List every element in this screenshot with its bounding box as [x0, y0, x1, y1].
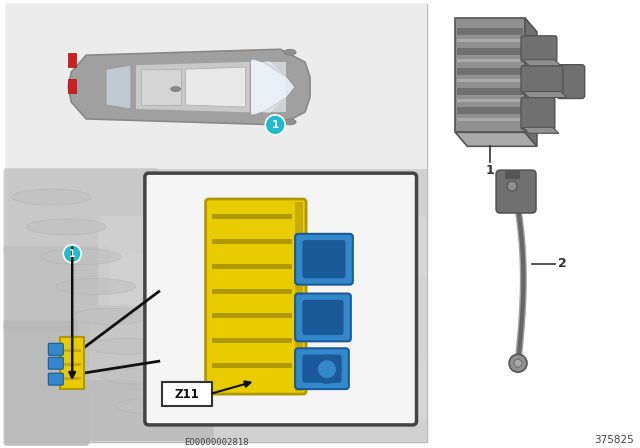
Ellipse shape [42, 249, 121, 265]
Bar [458, 39, 523, 42]
Bar [505, 171, 520, 179]
FancyBboxPatch shape [295, 234, 353, 284]
Circle shape [514, 359, 522, 367]
Polygon shape [525, 18, 537, 146]
FancyBboxPatch shape [49, 373, 63, 385]
FancyBboxPatch shape [205, 199, 306, 394]
Bar [6, 4, 428, 442]
Text: Z11: Z11 [174, 388, 199, 401]
FancyBboxPatch shape [307, 276, 426, 361]
Bar [6, 4, 428, 169]
Bar [458, 59, 523, 62]
Ellipse shape [284, 119, 296, 125]
FancyBboxPatch shape [521, 66, 563, 94]
Ellipse shape [318, 360, 336, 378]
Bar [63, 363, 81, 366]
Polygon shape [186, 67, 245, 107]
Polygon shape [106, 65, 131, 109]
FancyBboxPatch shape [60, 337, 84, 389]
Bar [68, 79, 76, 93]
Text: 1: 1 [69, 249, 76, 259]
Bar [63, 349, 81, 352]
FancyBboxPatch shape [198, 266, 303, 361]
FancyBboxPatch shape [303, 301, 343, 334]
FancyBboxPatch shape [496, 170, 536, 213]
FancyBboxPatch shape [98, 216, 234, 311]
Bar [458, 78, 523, 82]
FancyBboxPatch shape [455, 18, 525, 132]
Ellipse shape [116, 398, 196, 414]
Polygon shape [136, 61, 285, 113]
Bar [212, 314, 292, 319]
Bar [212, 214, 292, 219]
FancyBboxPatch shape [268, 350, 426, 441]
FancyBboxPatch shape [295, 348, 349, 389]
Ellipse shape [12, 189, 91, 205]
Bar [6, 169, 428, 442]
Polygon shape [523, 127, 559, 134]
Text: 1: 1 [271, 120, 279, 130]
Bar [63, 377, 81, 380]
Polygon shape [141, 69, 180, 105]
Ellipse shape [26, 219, 106, 235]
FancyBboxPatch shape [153, 196, 278, 271]
Circle shape [63, 245, 81, 263]
Ellipse shape [313, 355, 341, 383]
Ellipse shape [56, 279, 136, 294]
Bar [458, 108, 523, 114]
FancyBboxPatch shape [377, 216, 426, 421]
Polygon shape [68, 49, 310, 125]
Text: 2: 2 [558, 257, 566, 270]
Text: 1: 1 [486, 164, 495, 177]
Bar [295, 202, 303, 391]
Bar [212, 239, 292, 244]
Ellipse shape [71, 309, 151, 324]
FancyBboxPatch shape [58, 380, 214, 441]
Text: 375825: 375825 [594, 435, 634, 445]
FancyBboxPatch shape [4, 320, 89, 446]
Ellipse shape [86, 338, 166, 354]
FancyBboxPatch shape [521, 98, 555, 129]
Bar [458, 99, 523, 102]
Bar [252, 62, 286, 112]
Bar [68, 53, 76, 67]
Circle shape [509, 354, 527, 372]
FancyBboxPatch shape [521, 36, 557, 62]
Ellipse shape [171, 86, 180, 91]
FancyBboxPatch shape [4, 246, 109, 332]
Bar [458, 68, 523, 75]
FancyBboxPatch shape [145, 173, 417, 425]
Bar [435, 0, 639, 446]
Circle shape [507, 181, 517, 191]
Bar [458, 28, 523, 35]
FancyBboxPatch shape [303, 241, 345, 278]
FancyBboxPatch shape [277, 176, 422, 282]
FancyBboxPatch shape [557, 65, 585, 99]
Circle shape [265, 115, 285, 135]
Text: EO0000002818: EO0000002818 [184, 438, 249, 447]
Bar [458, 118, 523, 121]
Bar [458, 48, 523, 55]
FancyBboxPatch shape [49, 343, 63, 355]
Polygon shape [455, 132, 537, 146]
Bar [212, 264, 292, 269]
Bar [212, 289, 292, 293]
FancyBboxPatch shape [295, 293, 351, 341]
Bar [212, 363, 292, 368]
Polygon shape [250, 59, 295, 115]
Ellipse shape [101, 368, 180, 384]
Bar [458, 87, 523, 95]
Bar [212, 338, 292, 343]
FancyBboxPatch shape [4, 168, 159, 254]
Polygon shape [523, 91, 567, 98]
Ellipse shape [284, 49, 296, 55]
FancyBboxPatch shape [303, 355, 341, 382]
FancyBboxPatch shape [78, 306, 204, 391]
FancyBboxPatch shape [49, 357, 63, 369]
FancyBboxPatch shape [162, 382, 212, 406]
Polygon shape [523, 60, 561, 66]
